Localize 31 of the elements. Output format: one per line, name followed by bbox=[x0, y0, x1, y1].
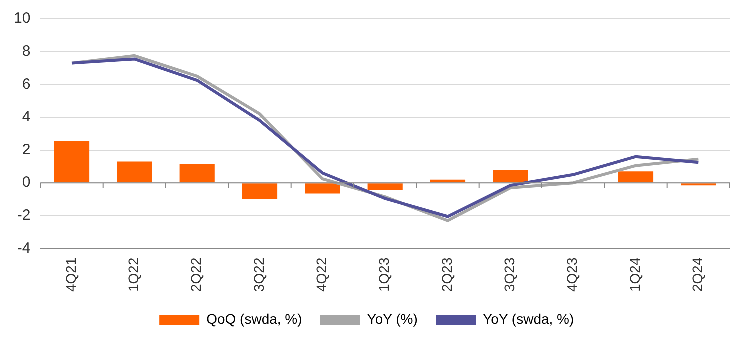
y-tick-label: 6 bbox=[22, 76, 31, 93]
legend-label: QoQ (swda, %) bbox=[206, 310, 302, 327]
legend-label: YoY (%) bbox=[367, 310, 418, 327]
y-tick-label: 4 bbox=[22, 108, 31, 126]
y-tick-label: -2 bbox=[17, 207, 31, 224]
x-tick-label: 4Q23 bbox=[564, 258, 580, 292]
bar bbox=[305, 184, 340, 194]
x-tick-label: 4Q21 bbox=[62, 258, 79, 292]
y-tick-label: 0 bbox=[22, 174, 31, 192]
x-tick-label: 1Q22 bbox=[126, 258, 142, 292]
x-tick-label: 2Q23 bbox=[438, 258, 455, 292]
bar bbox=[430, 180, 466, 183]
bar bbox=[493, 170, 528, 183]
bar bbox=[242, 184, 278, 200]
legend-label: YoY (swda, %) bbox=[483, 310, 574, 327]
y-tick-label: 8 bbox=[22, 42, 31, 60]
x-tick-label: 1Q24 bbox=[626, 258, 643, 292]
bar bbox=[180, 164, 215, 183]
y-tick-label: -4 bbox=[17, 240, 31, 257]
bar bbox=[368, 184, 403, 190]
bar bbox=[618, 172, 654, 183]
x-tick-label: 3Q22 bbox=[250, 258, 267, 292]
y-tick-label: 10 bbox=[14, 10, 31, 28]
bar bbox=[117, 162, 152, 183]
y-tick-label: 2 bbox=[22, 141, 31, 158]
x-tick-label: 4Q22 bbox=[314, 258, 330, 292]
bar bbox=[54, 141, 90, 183]
x-tick-label: 3Q23 bbox=[502, 258, 518, 292]
x-tick-label: 1Q23 bbox=[376, 258, 392, 292]
x-tick-label: 2Q24 bbox=[690, 258, 706, 292]
x-tick-label: 2Q22 bbox=[188, 258, 204, 292]
